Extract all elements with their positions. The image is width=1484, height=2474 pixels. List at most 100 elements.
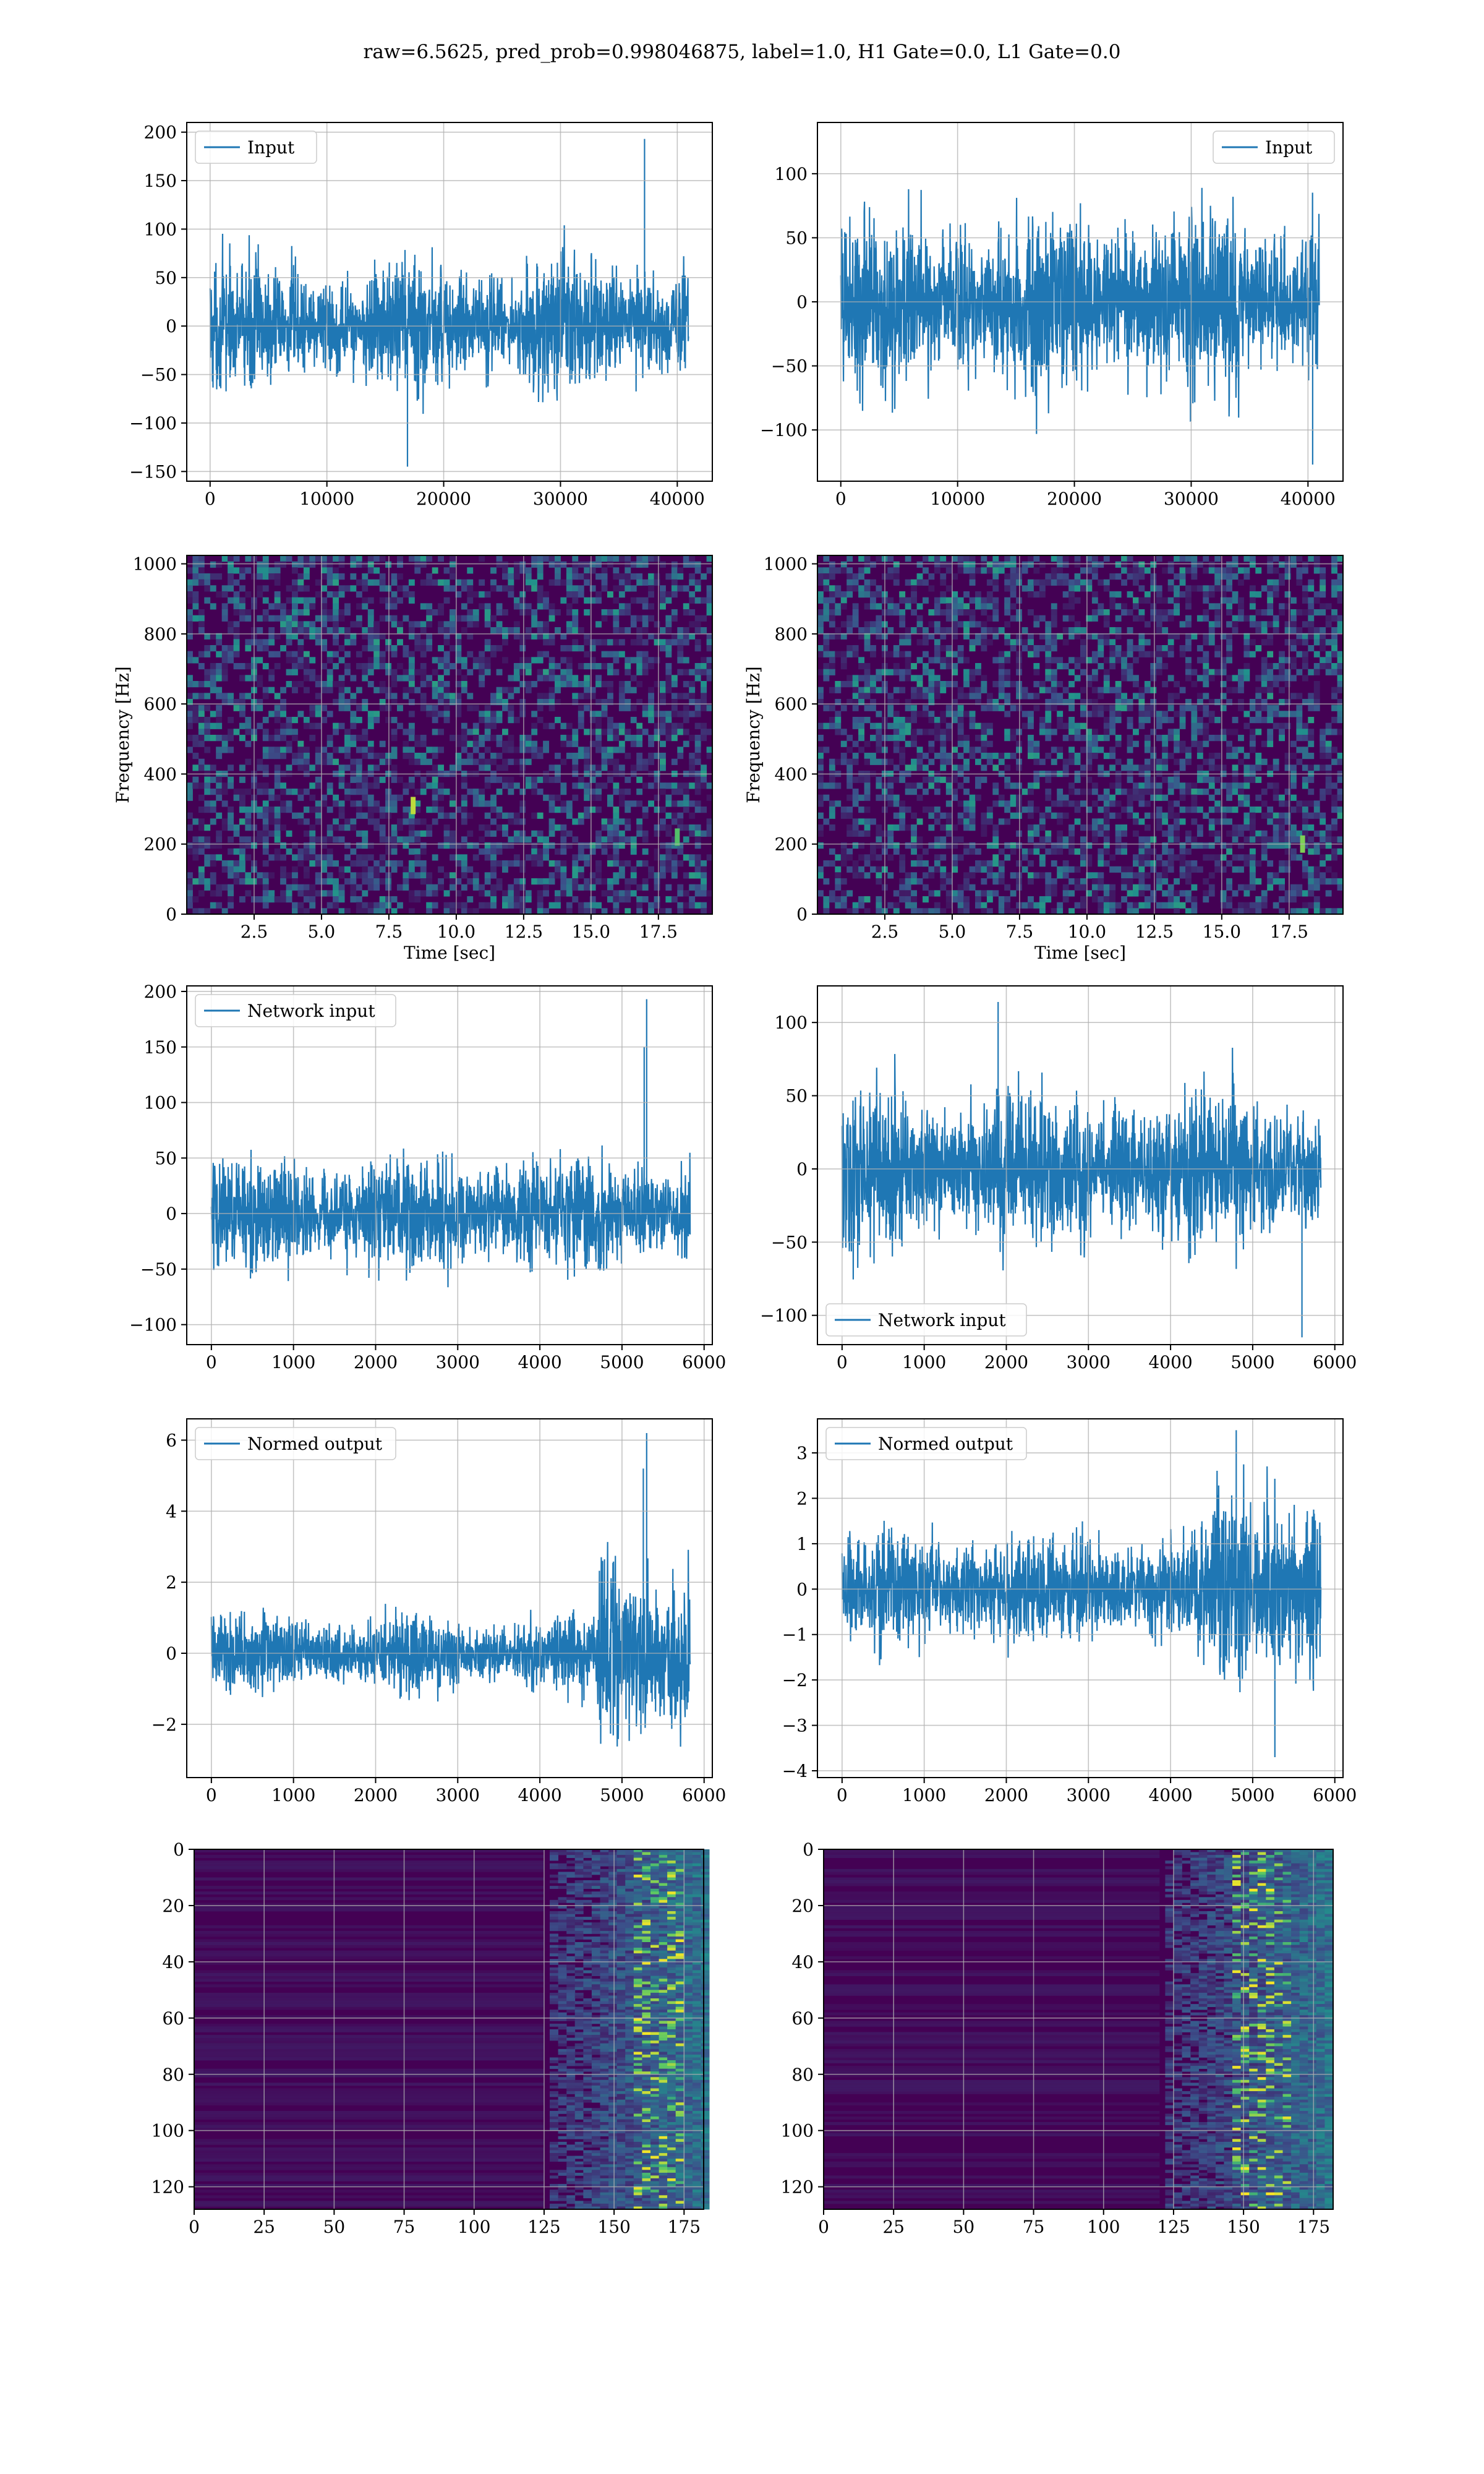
heatmap-cell [1133, 890, 1139, 897]
heatmap-cell [268, 735, 275, 742]
heatmap-bright-spot [411, 797, 416, 815]
heatmap-cell [905, 890, 911, 897]
heatmap-cell [414, 735, 421, 742]
heatmap-cell [1185, 860, 1192, 867]
heatmap-cell [286, 657, 292, 664]
heatmap-cell [239, 567, 245, 574]
heatmap-cell [829, 717, 835, 724]
heatmap-cell [595, 830, 602, 837]
heatmap-cell [560, 597, 567, 604]
heatmap-cell [916, 764, 923, 771]
heatmap-cell [350, 890, 357, 897]
heatmap-cell [589, 740, 596, 747]
heatmap-cell [1051, 747, 1057, 753]
heatmap-cell [689, 902, 696, 909]
heatmap-cell [595, 717, 602, 724]
heatmap-cell [420, 753, 427, 760]
heatmap-cell [945, 782, 952, 789]
heatmap-cell [975, 633, 981, 640]
heatmap-cell [1098, 645, 1104, 652]
heatmap-cell [1121, 657, 1127, 664]
heatmap-cell [1021, 789, 1028, 795]
heatmap-cell [262, 836, 269, 843]
heatmap-cell [286, 848, 292, 855]
heatmap-cell [899, 651, 906, 657]
heatmap-cell [952, 753, 958, 760]
heatmap-cell [1057, 693, 1064, 700]
heatmap-cell [1127, 722, 1133, 729]
heatmap-cell [1214, 860, 1221, 867]
heatmap-cell [665, 735, 672, 742]
heatmap-cell [566, 908, 573, 915]
heatmap-cell [648, 555, 654, 562]
heatmap-cell [450, 854, 456, 861]
heatmap-cell [613, 902, 620, 909]
heatmap-cell [963, 633, 970, 640]
heatmap-cell [1156, 872, 1162, 879]
heatmap-cell [1196, 789, 1203, 795]
heatmap-cell [589, 794, 596, 801]
heatmap-cell [1214, 669, 1221, 675]
heatmap-cell [1115, 573, 1122, 580]
heatmap-cell [204, 645, 211, 652]
heatmap-cell [543, 597, 549, 604]
heatmap-cell [280, 896, 286, 903]
heatmap-cell [1103, 896, 1110, 903]
heatmap-cell [1203, 609, 1209, 616]
heatmap-cell [630, 675, 637, 682]
heatmap-cell [1039, 902, 1046, 909]
heatmap-cell [852, 699, 859, 706]
heatmap-cell [262, 884, 269, 891]
heatmap-cell [379, 902, 386, 909]
heatmap-cell [1150, 579, 1157, 586]
heatmap-cell [1098, 878, 1104, 885]
heatmap-cell [1109, 591, 1116, 598]
heatmap-cell [694, 704, 701, 711]
heatmap-cell [537, 890, 544, 897]
heatmap-cell [1091, 699, 1098, 706]
heatmap-cell [321, 585, 328, 592]
heatmap-cell [1033, 579, 1040, 586]
heatmap-cell [1208, 711, 1215, 717]
heatmap-cell [408, 758, 415, 765]
heatmap-cell [1004, 657, 1011, 664]
heatmap-cell [1196, 645, 1203, 652]
heatmap-cell [484, 669, 491, 675]
heatmap-cell [1062, 890, 1069, 897]
heatmap-cell [607, 878, 613, 885]
heatmap-cell [986, 758, 993, 765]
heatmap-cell [326, 627, 333, 634]
heatmap-cell [923, 579, 929, 586]
heatmap-cell [1167, 585, 1174, 592]
heatmap-cell [408, 729, 415, 735]
heatmap-cell [385, 884, 391, 891]
heatmap-cell [963, 824, 970, 831]
heatmap-cell [257, 789, 263, 795]
heatmap-cell [321, 561, 328, 568]
heatmap-cell [899, 878, 906, 885]
heatmap-cell [694, 567, 701, 574]
heatmap-cell [852, 603, 859, 610]
heatmap-cell [1208, 782, 1215, 789]
heatmap-cell [1103, 722, 1110, 729]
heatmap-cell [1098, 704, 1104, 711]
heatmap-cell [1028, 651, 1034, 657]
heatmap-cell [479, 836, 485, 843]
heatmap-cell [1174, 836, 1180, 843]
heatmap-cell [292, 812, 298, 819]
heatmap-cell [1138, 800, 1145, 807]
heatmap-cell [934, 657, 940, 664]
heatmap-cell [957, 645, 964, 652]
heatmap-cell [945, 878, 952, 885]
heatmap-cell [1150, 711, 1157, 717]
heatmap-cell [1091, 753, 1098, 760]
heatmap-cell [642, 758, 649, 765]
heatmap-cell [321, 860, 328, 867]
heatmap-cell [1091, 591, 1098, 598]
heatmap-cell [1115, 657, 1122, 664]
heatmap-cell [502, 573, 508, 580]
heatmap-cell [1080, 764, 1086, 771]
heatmap-cell [432, 789, 438, 795]
heatmap-cell [216, 836, 223, 843]
heatmap-cell [817, 735, 824, 742]
